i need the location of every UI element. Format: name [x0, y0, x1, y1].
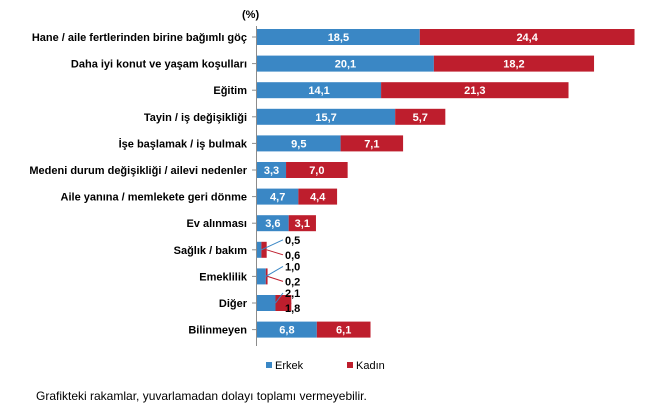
category-label: Emeklilik [199, 271, 248, 283]
category-label: Sağlık / bakım [174, 245, 248, 257]
value-label-erkek: 9,5 [291, 138, 306, 150]
value-label-erkek: 15,7 [315, 112, 336, 124]
footnote: Grafikteki rakamlar, yuvarlamadan dolayı… [36, 389, 367, 403]
bar-erkek [257, 135, 341, 152]
category-label: Eğitim [213, 85, 247, 97]
value-label-kadin: 0,2 [285, 276, 300, 288]
leader-line [266, 249, 284, 256]
value-label-erkek: 0,5 [285, 235, 300, 247]
value-label-erkek: 4,7 [270, 192, 285, 204]
value-label-kadin: 7,0 [309, 165, 324, 177]
category-label: Hane / aile fertlerinden birine bağımlı … [32, 32, 247, 44]
bars-layer: Hane / aile fertlerinden birine bağımlı … [29, 29, 635, 338]
bar-erkek [257, 162, 287, 178]
value-label-erkek: 14,1 [308, 85, 329, 97]
category-label: Medeni durum değişikliği / ailevi nedenl… [29, 165, 247, 177]
bar-kadin [395, 108, 446, 125]
bar-erkek [257, 295, 276, 311]
bar-erkek [257, 268, 266, 285]
bar-kadin [298, 188, 338, 205]
leader-line [275, 292, 284, 304]
category-label: Bilinmeyen [188, 325, 247, 337]
leader-line [261, 239, 284, 251]
bar-kadin [433, 55, 595, 72]
bar-erkek [257, 108, 396, 125]
value-label-kadin: 4,4 [310, 192, 326, 204]
value-label-kadin: 0,6 [285, 250, 300, 262]
value-label-erkek: 1,0 [285, 261, 300, 273]
category-label: Aile yanına / memlekete geri dönme [61, 192, 247, 204]
category-label: Diğer [219, 298, 248, 310]
value-label-erkek: 3,3 [264, 165, 279, 177]
value-label-kadin: 24,4 [516, 32, 538, 44]
legend-label-erkek: Erkek [275, 360, 304, 372]
value-label-erkek: 2,1 [285, 288, 300, 300]
leader-line [265, 265, 284, 277]
bar-erkek [257, 241, 262, 258]
bar-erkek [257, 82, 382, 99]
bar-erkek [257, 215, 289, 232]
bar-kadin [288, 215, 316, 232]
bar-kadin [316, 321, 371, 338]
value-label-kadin: 5,7 [413, 112, 428, 124]
bar-kadin [340, 135, 404, 152]
value-label-kadin: 3,1 [295, 218, 310, 230]
value-label-erkek: 3,6 [265, 218, 280, 230]
bar-erkek [257, 321, 317, 338]
value-label-erkek: 20,1 [335, 59, 356, 71]
legend-swatch-erkek [266, 362, 272, 368]
legend: Erkek Kadın [266, 360, 385, 372]
value-label-kadin: 1,8 [285, 303, 300, 315]
legend-swatch-kadin [347, 362, 353, 368]
category-label: Ev alınması [186, 218, 247, 230]
bar-erkek [257, 29, 420, 45]
bar-erkek [257, 188, 299, 205]
value-label-kadin: 21,3 [464, 85, 485, 97]
bar-kadin [381, 82, 569, 99]
category-label: Daha iyi konut ve yaşam koşulları [71, 59, 247, 71]
legend-label-kadin: Kadın [356, 360, 385, 372]
category-label: İşe başlamak / iş bulmak [119, 137, 248, 150]
bar-kadin [286, 162, 348, 178]
value-label-erkek: 18,5 [328, 32, 349, 44]
bar-kadin [275, 295, 292, 311]
bar-kadin [261, 241, 267, 258]
value-label-kadin: 18,2 [503, 59, 524, 71]
bar-erkek [257, 55, 434, 72]
bar-kadin [419, 29, 635, 45]
value-label-kadin: 6,1 [336, 325, 351, 337]
value-label-erkek: 6,8 [279, 325, 294, 337]
value-label-kadin: 7,1 [364, 138, 379, 150]
leader-line [282, 302, 292, 309]
leader-line [267, 275, 284, 282]
category-label: Tayin / iş değişikliği [144, 112, 247, 124]
unit-label: (%) [242, 9, 259, 21]
